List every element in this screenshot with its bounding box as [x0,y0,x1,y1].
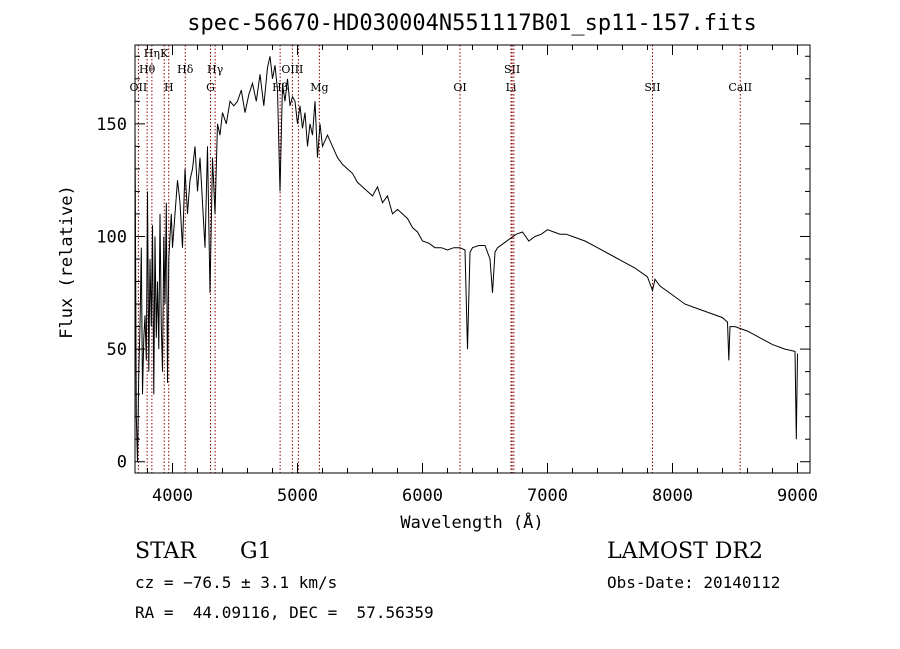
survey-name: LAMOST DR2 [607,539,763,564]
x-axis-label: Wavelength (Å) [400,511,543,533]
spectral-line-label: G [206,81,215,94]
x-tick-label: 8000 [652,486,693,506]
spectral-line-label: H [164,81,174,94]
object-type: STAR [135,539,196,564]
spectral-line-label: Hη [144,47,160,60]
axis-ticks: 4000 5000 6000 7000 8000 9000 0 50 100 150 [96,45,818,506]
spectral-line-label: Hδ [177,63,194,76]
spectral-line-label: Hθ [139,63,156,76]
y-tick-label: 150 [96,115,127,135]
redshift-text: cz = −76.5 ± 3.1 km/s [135,573,338,592]
emission-line-markers: OII Hθ Hη K HHδ G Hγ Hβ OIII Mg OI Li SII SII CaII [130,45,752,473]
object-subclass: G1 [240,539,272,564]
spectral-line-label: CaII [728,81,752,94]
x-tick-label: 5000 [277,486,318,506]
spectral-line-label: Hβ [272,81,288,94]
spectral-line-label: Mg [310,81,328,94]
x-tick-label: 9000 [777,486,818,506]
spectral-line-label: OI [453,81,466,94]
y-tick-label: 100 [96,227,127,247]
spectral-line-label: SII [504,63,520,76]
y-tick-label: 0 [117,453,127,473]
plot-frame [134,44,811,474]
y-axis-label: Flux (relative) [57,185,77,339]
obs-date-text: Obs-Date: 20140112 [607,573,781,592]
spectral-line-label: Li [506,81,517,94]
spectral-line-label: Hγ [207,63,224,76]
y-tick-label: 50 [107,340,127,360]
chart-title: spec-56670-HD030004N551117B01_sp11-157.f… [187,11,757,36]
x-tick-label: 6000 [402,486,443,506]
spectrum-line [134,56,798,462]
spectral-line-label: SII [644,81,660,94]
spectral-line-label: OIII [281,63,303,76]
coordinates-text: RA = 44.09116, DEC = 57.56359 [135,603,434,622]
spectral-line-label: K [160,47,169,60]
x-tick-label: 4000 [152,486,193,506]
x-tick-label: 7000 [527,486,568,506]
spectral-line-label: OII [130,81,148,94]
